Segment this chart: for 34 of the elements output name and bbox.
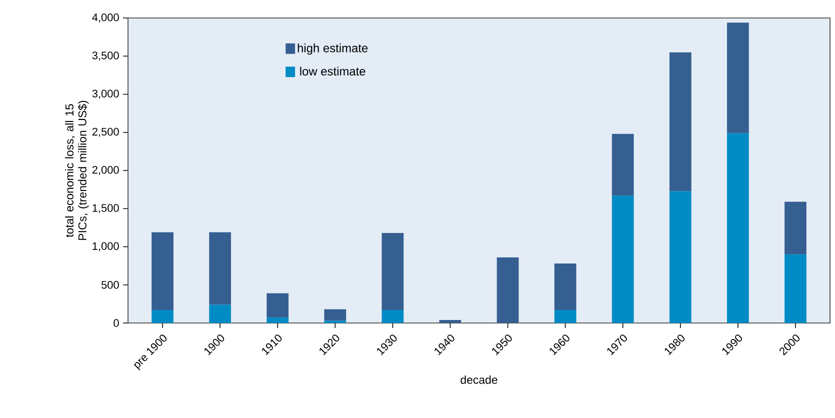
- bar: [669, 191, 692, 323]
- bar: [209, 232, 231, 305]
- bar: [669, 52, 692, 192]
- bar: [324, 309, 346, 321]
- x-axis-title: decade: [460, 375, 498, 384]
- y-tick-label: 0: [114, 319, 119, 327]
- y-tick-label: 1,000: [92, 242, 119, 252]
- bar: [612, 196, 634, 323]
- bar: [496, 257, 519, 323]
- bar: [266, 318, 289, 323]
- bar: [554, 310, 576, 323]
- bar: [266, 293, 289, 318]
- y-tick-label: 4,000: [92, 13, 119, 23]
- bar: [439, 320, 462, 323]
- bar: [382, 310, 404, 323]
- bar: [554, 264, 576, 310]
- bar: [727, 22, 749, 134]
- y-tick-label: 2,500: [92, 128, 119, 137]
- bar: [784, 254, 806, 323]
- y-tick-label: 500: [101, 281, 119, 289]
- bar: [209, 304, 231, 323]
- bar: [784, 202, 806, 254]
- legend-label: high estimate: [298, 44, 368, 55]
- y-tick-label: 1,500: [92, 204, 119, 214]
- bar: [382, 233, 404, 310]
- bar: [152, 232, 174, 310]
- y-tick-label: 3,500: [92, 52, 119, 61]
- y-tick-label: 2,000: [92, 166, 119, 176]
- bar: [612, 134, 634, 196]
- y-axis-title: total economic loss, all 15 PICs, (trended million US$): [65, 100, 89, 240]
- bar: [727, 133, 749, 323]
- y-tick-label: 3,000: [92, 90, 119, 99]
- legend-label: low estimate: [300, 66, 366, 76]
- bar: [152, 310, 174, 323]
